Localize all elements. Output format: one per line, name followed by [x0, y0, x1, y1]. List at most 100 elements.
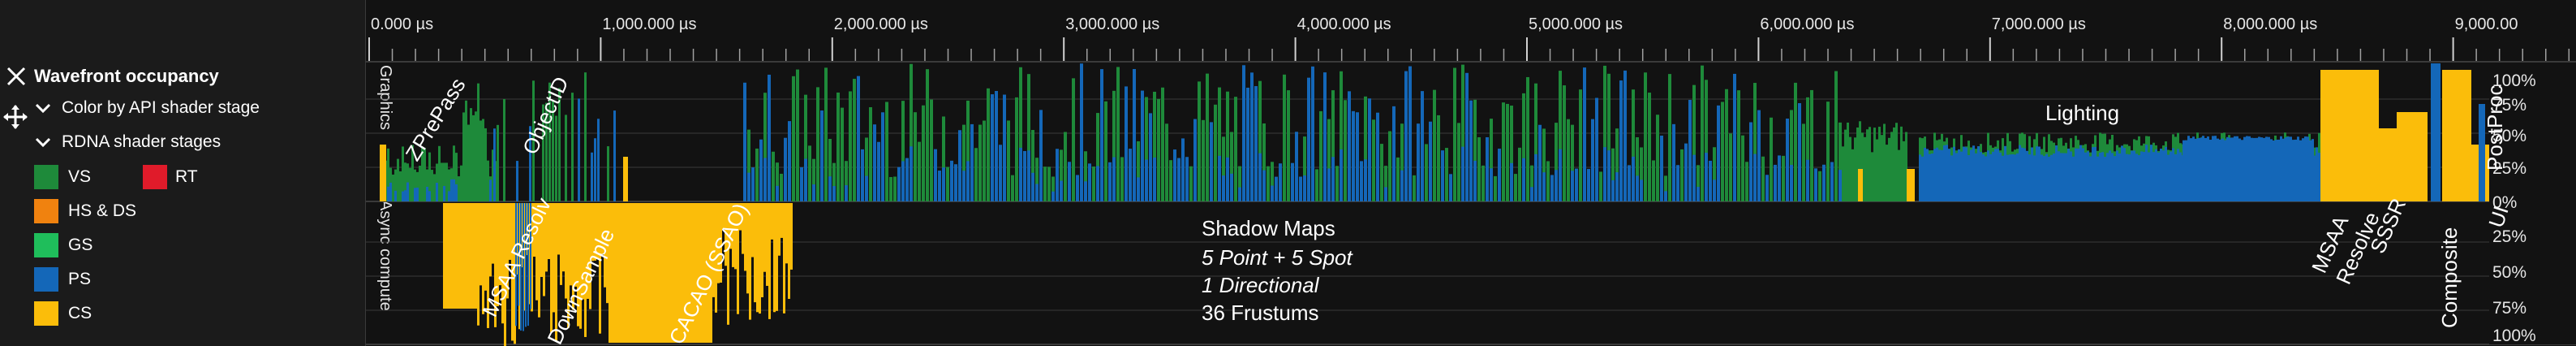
graphics-occupancy-bar: [1246, 87, 1249, 202]
graphics-occupancy-bar: [1676, 187, 1679, 201]
async-occupancy-bar: [482, 203, 484, 314]
graphics-occupancy-bar: [2053, 153, 2055, 201]
graphics-occupancy-bar: [1688, 99, 1692, 201]
graphics-occupancy-bar: [1967, 154, 1970, 201]
graphics-occupancy-bar: [1611, 148, 1615, 201]
graphics-occupancy-bar: [1778, 155, 1781, 201]
graphics-occupancy-bar: [910, 146, 913, 201]
graphics-occupancy-bar: [402, 191, 404, 201]
graphics-occupancy-bar: [2268, 136, 2270, 201]
async-occupancy-bar: [489, 203, 492, 277]
graphics-occupancy-bar: [1364, 96, 1367, 201]
graphics-occupancy-bar: [448, 191, 450, 201]
graphics-occupancy-bar: [2297, 136, 2299, 201]
postproc-label: PostProc: [2483, 85, 2507, 171]
graphics-occupancy-bar: [1830, 162, 1834, 201]
graphics-occupancy-bar: [2041, 154, 2043, 201]
occupancy-plot[interactable]: 0.000 µs 1,000.000 µs 2,000.000 µs 3,000.00…: [365, 0, 2576, 346]
graphics-occupancy-bar: [2109, 150, 2111, 201]
async-occupancy-bar: [520, 203, 522, 331]
async-occupancy-bar: [565, 203, 567, 299]
graphics-occupancy-bar: [584, 72, 587, 201]
graphics-occupancy[interactable]: [380, 63, 2489, 202]
graphics-occupancy-bar: [1404, 149, 1408, 201]
graphics-occupancy-bar: [824, 67, 828, 201]
async-compute-occupancy[interactable]: [443, 203, 793, 346]
graphics-scale-label: 100%: [2492, 71, 2536, 90]
graphics-occupancy-bar: [2238, 138, 2241, 201]
graphics-occupancy-bar: [1506, 103, 1509, 201]
async-occupancy-bar: [727, 203, 729, 325]
async-occupancy-bar: [715, 203, 717, 313]
graphics-occupancy-bar: [1084, 181, 1087, 201]
graphics-occupancy-bar: [475, 111, 477, 201]
graphics-occupancy-bar: [2299, 140, 2302, 201]
graphics-occupancy-bar: [2285, 137, 2287, 201]
graphics-occupancy-bar: [1283, 74, 1286, 201]
graphics-scale-label: 50%: [2492, 127, 2527, 145]
wavefront-occupancy-chart[interactable]: Graphics Async compute 0.000 µs 1,000.000…: [365, 0, 2576, 346]
graphics-occupancy-bar: [2021, 147, 2023, 201]
graphics-occupancy-bar: [1753, 154, 1757, 201]
graphics-occupancy-bar: [1623, 70, 1627, 202]
async-occupancy-bar: [604, 203, 606, 288]
graphics-occupancy-bar: [591, 152, 593, 201]
graphics-occupancy-bar: [1287, 90, 1290, 201]
graphics-occupancy-bar: [2060, 153, 2062, 201]
graphics-occupancy-bar: [1798, 103, 1801, 201]
async-occupancy-bar: [582, 203, 584, 300]
graphics-occupancy-bar: [2379, 128, 2397, 201]
graphics-occupancy-bar: [2167, 154, 2170, 201]
graphics-occupancy-bar: [555, 115, 557, 201]
graphics-occupancy-bar: [1360, 161, 1363, 201]
graphics-occupancy-bar: [1096, 113, 1099, 201]
graphics-occupancy-bar: [1664, 175, 1667, 201]
graphics-occupancy-bar: [2280, 136, 2282, 201]
graphics-occupancy-bar: [1749, 122, 1752, 201]
graphics-occupancy-bar: [2219, 139, 2221, 201]
graphics-occupancy-bar: [914, 112, 917, 201]
graphics-occupancy-bar: [1100, 69, 1103, 201]
graphics-occupancy-bar: [1047, 167, 1051, 201]
graphics-occupancy-bar: [1830, 185, 1834, 201]
graphics-occupancy-bar: [1717, 105, 1720, 201]
graphics-occupancy-bar: [796, 69, 799, 201]
graphics-occupancy-bar: [743, 82, 746, 202]
graphics-occupancy-bar: [594, 138, 596, 201]
graphics-occupancy-bar: [1933, 149, 1936, 201]
move-icon[interactable]: [2, 104, 28, 130]
vs-swatch: [34, 165, 58, 189]
graphics-occupancy-bar: [1327, 168, 1331, 201]
graphics-occupancy-bar: [1429, 121, 1432, 201]
graphics-occupancy-bar: [448, 169, 450, 201]
graphics-occupancy-bar: [1987, 150, 1989, 201]
async-occupancy-bar: [501, 203, 504, 324]
close-icon[interactable]: [5, 65, 28, 88]
graphics-occupancy-bar: [780, 173, 783, 201]
time-ruler[interactable]: 0.000 µs 1,000.000 µs 2,000.000 µs 3,000.00…: [368, 15, 2570, 62]
graphics-occupancy-bar: [2045, 154, 2048, 201]
graphics-occupancy-bar: [1636, 136, 1639, 201]
color-by-toggle[interactable]: Color by API shader stage: [34, 97, 260, 119]
graphics-occupancy-bar: [2251, 137, 2253, 201]
async-occupancy-bar: [737, 203, 739, 314]
graphics-occupancy-bar: [1027, 74, 1030, 201]
ps-swatch: [34, 267, 58, 292]
graphics-occupancy-bar: [1692, 84, 1696, 201]
graphics-occupancy-bar: [436, 163, 438, 201]
graphics-occupancy-bar: [1189, 166, 1193, 201]
async-occupancy-bar: [538, 203, 540, 318]
shader-stages-toggle[interactable]: RDNA shader stages: [34, 131, 221, 154]
graphics-occupancy-bar: [1864, 136, 1866, 201]
graphics-occupancy-bar: [893, 176, 897, 201]
graphics-occupancy-bar: [421, 146, 424, 201]
graphics-occupancy-bar: [1262, 123, 1266, 201]
async-occupancy-bar: [742, 203, 744, 254]
graphics-occupancy-bar: [2014, 154, 2016, 201]
graphics-occupancy-bar: [436, 183, 438, 201]
graphics-occupancy-bar: [1413, 175, 1416, 201]
graphics-occupancy-bar: [455, 184, 458, 201]
graphics-occupancy-bar: [1761, 156, 1765, 201]
graphics-occupancy-bar: [2241, 140, 2243, 201]
async-occupancy-bar: [768, 203, 771, 319]
